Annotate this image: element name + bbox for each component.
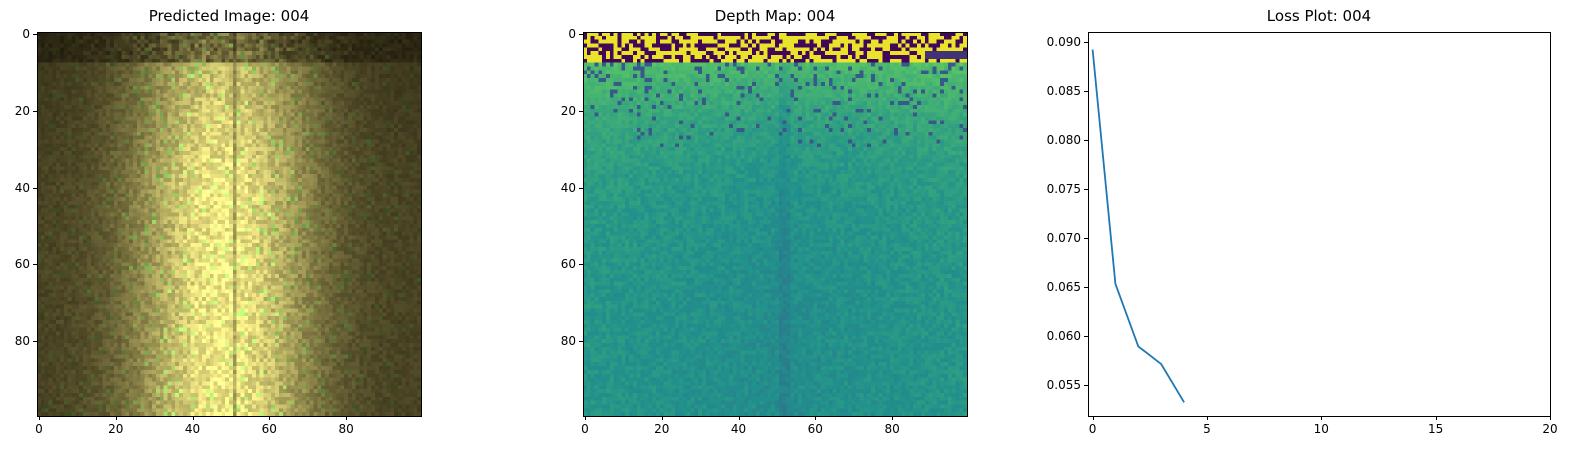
y-tick-label: 0.085 (1046, 83, 1081, 98)
y-tick-mark (1084, 41, 1088, 43)
predicted-image-title: Predicted Image: 004 (148, 7, 310, 25)
x-tick-mark (1550, 416, 1551, 420)
y-tick-mark (33, 33, 37, 35)
y-tick-label: 0.080 (1046, 132, 1081, 147)
x-tick-mark (738, 416, 740, 420)
y-tick-mark (1084, 90, 1088, 92)
y-tick-mark (1084, 384, 1088, 386)
y-tick-label: 0.065 (1046, 279, 1081, 294)
x-tick-label: 80 (338, 422, 354, 436)
y-tick-mark (579, 110, 583, 112)
predicted-image-frame (37, 32, 422, 417)
loss-series-line (1091, 49, 1185, 403)
y-tick-mark (1084, 335, 1088, 337)
y-tick-mark (33, 110, 37, 112)
depth-map-heatmap (583, 32, 967, 416)
x-tick-label: 15 (1428, 422, 1444, 436)
x-tick-label: 5 (1203, 422, 1211, 436)
x-tick-mark (584, 416, 586, 420)
y-tick-label: 0.055 (1046, 377, 1081, 392)
y-tick-label: 40 (560, 180, 576, 195)
y-tick-label: 20 (14, 103, 30, 118)
x-tick-label: 40 (730, 422, 747, 436)
x-tick-mark (1435, 416, 1437, 420)
x-tick-mark (192, 416, 194, 420)
x-tick-label: 20 (1542, 422, 1558, 436)
y-tick-label: 60 (560, 257, 576, 272)
y-tick-label: 80 (14, 334, 30, 349)
x-tick-mark (892, 416, 894, 420)
x-tick-label: 20 (108, 422, 124, 436)
y-tick-mark (579, 187, 583, 189)
x-tick-label: 80 (884, 422, 900, 436)
y-tick-mark (579, 341, 583, 343)
predicted-image-heatmap (37, 32, 421, 416)
x-tick-mark (115, 416, 117, 420)
y-tick-mark (579, 33, 583, 35)
x-tick-mark (661, 416, 663, 420)
y-tick-mark (1084, 286, 1088, 288)
y-tick-label: 60 (14, 257, 30, 272)
y-tick-label: 0.070 (1046, 230, 1081, 245)
x-tick-mark (269, 416, 271, 420)
y-tick-label: 0.090 (1046, 34, 1081, 49)
y-tick-mark (1084, 188, 1088, 190)
x-tick-label: 0 (35, 422, 43, 436)
y-tick-mark (1084, 139, 1088, 141)
y-tick-mark (33, 264, 37, 266)
x-tick-label: 20 (654, 422, 670, 436)
y-tick-label: 0 (568, 26, 576, 41)
x-tick-label: 60 (261, 422, 277, 436)
y-tick-mark (33, 341, 37, 343)
x-tick-mark (1321, 416, 1323, 420)
y-tick-label: 20 (560, 103, 576, 118)
x-tick-label: 10 (1313, 422, 1329, 436)
x-tick-mark (815, 416, 817, 420)
y-tick-label: 0 (22, 26, 30, 41)
x-tick-label: 40 (184, 422, 201, 436)
loss-plot-svg (1091, 49, 1185, 403)
y-tick-mark (579, 264, 583, 266)
loss-plot-title: Loss Plot: 004 (1266, 7, 1372, 25)
y-tick-label: 40 (14, 180, 30, 195)
x-tick-mark (38, 416, 40, 420)
y-tick-mark (33, 187, 37, 189)
x-tick-label: 60 (807, 422, 823, 436)
y-tick-mark (1084, 237, 1088, 239)
x-tick-label: 0 (1088, 422, 1097, 436)
y-tick-label: 0.060 (1046, 328, 1081, 343)
x-tick-mark (346, 416, 348, 420)
x-tick-label: 0 (581, 422, 589, 436)
loss-plot-frame (1088, 32, 1551, 417)
y-tick-label: 0.075 (1046, 181, 1081, 196)
depth-map-frame (583, 32, 968, 417)
depth-map-title: Depth Map: 004 (714, 7, 836, 25)
y-tick-label: 80 (560, 334, 576, 349)
x-tick-mark (1092, 416, 1094, 420)
x-tick-mark (1206, 416, 1208, 420)
